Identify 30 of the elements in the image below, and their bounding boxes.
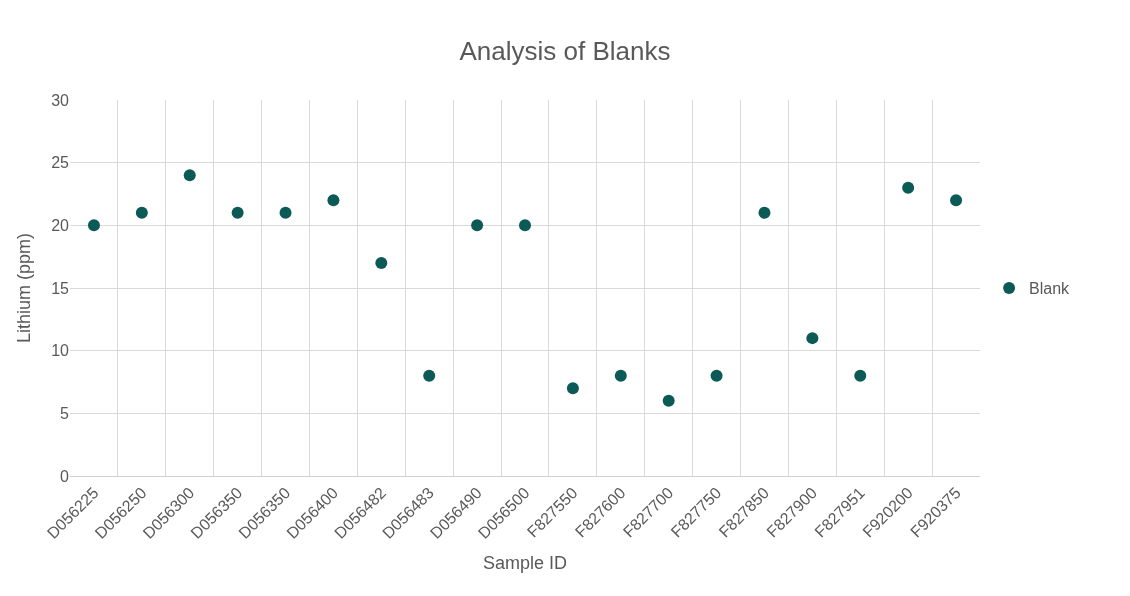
point xyxy=(423,369,436,382)
point xyxy=(375,256,388,269)
y-axis-title: Lithium (ppm) xyxy=(14,232,35,344)
legend-label: Blank xyxy=(1029,280,1071,298)
point xyxy=(231,206,244,219)
y-tick-label: 25 xyxy=(51,154,70,172)
point xyxy=(854,369,867,382)
point xyxy=(710,369,723,382)
point xyxy=(902,181,915,194)
point xyxy=(566,382,579,395)
y-tick-label: 0 xyxy=(60,467,70,485)
point xyxy=(950,194,963,207)
point xyxy=(614,369,627,382)
y-tick-label: 20 xyxy=(51,216,70,234)
point xyxy=(135,206,148,219)
y-tick-label: 30 xyxy=(51,91,70,109)
chart-title: Analysis of Blanks xyxy=(459,35,671,66)
x-axis-title: Sample ID xyxy=(482,553,568,574)
y-tick-label: 10 xyxy=(51,342,70,360)
point xyxy=(87,219,100,232)
point xyxy=(519,219,531,232)
y-tick-label: 15 xyxy=(51,279,70,297)
point xyxy=(662,394,675,407)
point xyxy=(471,219,484,232)
point xyxy=(279,206,292,219)
point xyxy=(758,206,771,219)
point xyxy=(327,194,340,207)
point xyxy=(183,169,196,182)
y-tick-label: 5 xyxy=(60,404,70,422)
point xyxy=(806,332,819,345)
